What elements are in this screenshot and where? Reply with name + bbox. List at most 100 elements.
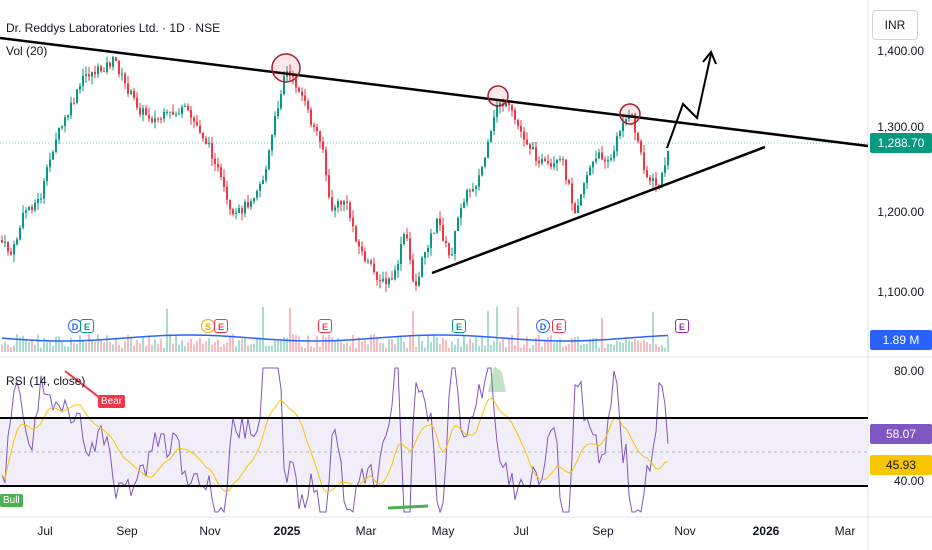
candle-body: [277, 108, 279, 116]
candle-body: [406, 234, 408, 239]
candle-body: [634, 114, 636, 133]
candle-body: [214, 158, 216, 165]
earnings-event-marker[interactable]: E: [80, 319, 94, 333]
candle-body: [574, 203, 576, 214]
volume-bar: [298, 336, 300, 352]
volume-bar: [418, 334, 420, 352]
candle-body: [547, 161, 549, 164]
volume-bar: [526, 336, 528, 352]
rsi-indicator-label[interactable]: RSI (14, close): [6, 374, 86, 388]
volume-bar: [199, 337, 201, 352]
candle-body: [553, 163, 555, 167]
candle-body: [334, 207, 336, 211]
earnings-event-marker[interactable]: E: [552, 319, 566, 333]
dividend-event-marker[interactable]: D: [536, 319, 550, 333]
earnings-event-marker[interactable]: E: [318, 319, 332, 333]
candle-body: [115, 57, 117, 61]
candle-body: [352, 217, 354, 227]
projection-path[interactable]: [666, 53, 712, 149]
volume-bar: [97, 334, 99, 352]
candle-body: [472, 188, 474, 192]
candle-body: [229, 199, 231, 210]
candle-body: [649, 177, 651, 182]
volume-bar: [562, 346, 564, 352]
volume-bar: [658, 346, 660, 352]
candle-body: [76, 89, 78, 103]
volume-bar: [481, 336, 483, 352]
highlight-circle[interactable]: [487, 85, 509, 107]
volume-bar: [421, 340, 423, 352]
candle-body: [190, 110, 192, 118]
volume-bar: [346, 342, 348, 352]
symbol-title[interactable]: Dr. Reddys Laboratories Ltd. · 1D · NSE: [6, 21, 221, 35]
candle-body: [607, 159, 609, 162]
volume-bar: [667, 336, 669, 352]
volume-bar: [598, 347, 600, 352]
candle-body: [25, 210, 27, 213]
volume-bar: [133, 345, 135, 352]
candle-body: [442, 225, 444, 241]
candle-body: [322, 141, 324, 150]
volume-bar: [172, 343, 174, 352]
volume-bar: [487, 310, 489, 352]
highlight-circle[interactable]: [619, 103, 641, 125]
volume-bar: [154, 339, 156, 352]
descending-trendline[interactable]: [0, 36, 869, 148]
candle-body: [4, 242, 6, 244]
ascending-trendline[interactable]: [431, 145, 766, 275]
volume-bar: [463, 336, 465, 352]
candle-body: [412, 259, 414, 282]
time-tick: Mar: [355, 524, 377, 538]
volume-bar: [70, 337, 72, 352]
candle-body: [205, 138, 207, 145]
volume-bar: [607, 343, 609, 352]
candle-body: [394, 270, 396, 280]
volume-bar: [19, 337, 21, 352]
volume-bar: [217, 339, 219, 352]
volume-bar: [613, 344, 615, 352]
volume-bar: [655, 344, 657, 352]
volume-value-tag: 1.89 M: [870, 330, 932, 350]
candle-body: [514, 110, 516, 120]
volume-bar: [364, 340, 366, 352]
volume-bar: [31, 341, 33, 352]
volume-indicator-label[interactable]: Vol (20): [6, 44, 48, 58]
candle-body: [43, 181, 45, 199]
volume-bar: [232, 334, 234, 352]
candle-body: [262, 180, 264, 184]
rsi-line: [1, 367, 669, 514]
volume-bar: [556, 340, 558, 352]
candle-body: [316, 126, 318, 132]
volume-bar: [505, 347, 507, 352]
volume-bar: [241, 338, 243, 352]
candle-body: [304, 95, 306, 101]
earnings-event-marker[interactable]: E: [214, 319, 228, 333]
volume-bar: [604, 347, 606, 352]
split-event-marker[interactable]: S: [201, 319, 215, 333]
volume-bar: [16, 334, 18, 352]
candle-body: [490, 131, 492, 142]
volume-bar: [253, 343, 255, 352]
currency-button[interactable]: INR: [872, 10, 918, 40]
earnings-event-marker[interactable]: E: [452, 319, 466, 333]
volume-bar: [292, 334, 294, 352]
earnings-event-marker[interactable]: E: [675, 319, 689, 333]
volume-bar: [109, 342, 111, 352]
highlight-circle[interactable]: [271, 53, 301, 83]
candle-body: [523, 131, 525, 140]
candle-body: [7, 242, 9, 252]
candle-body: [88, 74, 90, 77]
candle-body: [250, 201, 252, 207]
candle-body: [274, 115, 276, 135]
candle-body: [178, 113, 180, 115]
volume-bar: [202, 344, 204, 352]
volume-bar: [331, 337, 333, 352]
candle-body: [268, 150, 270, 170]
volume-bar: [79, 335, 81, 352]
volume-bar: [520, 347, 522, 352]
volume-bar: [268, 345, 270, 352]
last-price-tag: 1,288.70: [870, 133, 932, 153]
volume-bar: [4, 342, 6, 352]
candle-body: [202, 132, 204, 139]
